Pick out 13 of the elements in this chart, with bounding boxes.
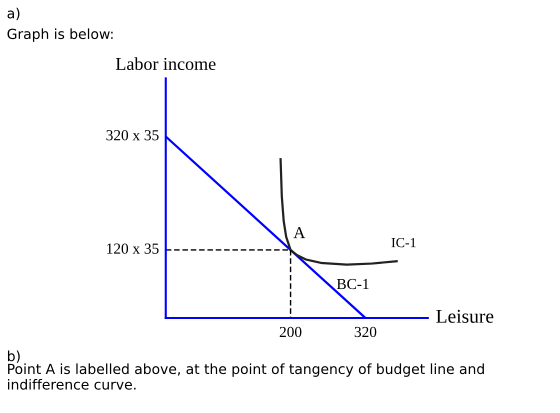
text: Graph is below:	[8, 28, 113, 42]
y-axis-title: Labor income	[116, 57, 216, 70]
series-label: BC-1	[336, 278, 369, 290]
x-tick-label: 320	[354, 326, 376, 338]
text: a)	[8, 8, 20, 20]
text: 320 x 35	[106, 130, 159, 140]
annotation: A	[294, 227, 306, 238]
text: 120 x 35	[107, 243, 159, 254]
x-axis-title: Leisure	[436, 310, 494, 323]
text: Point A is labelled above, at the point of tangency of budget line and indifference curve.	[8, 363, 484, 390]
text: b)	[8, 350, 20, 363]
series-label: IC-1	[392, 238, 416, 248]
x-tick-label: 200	[280, 326, 302, 338]
